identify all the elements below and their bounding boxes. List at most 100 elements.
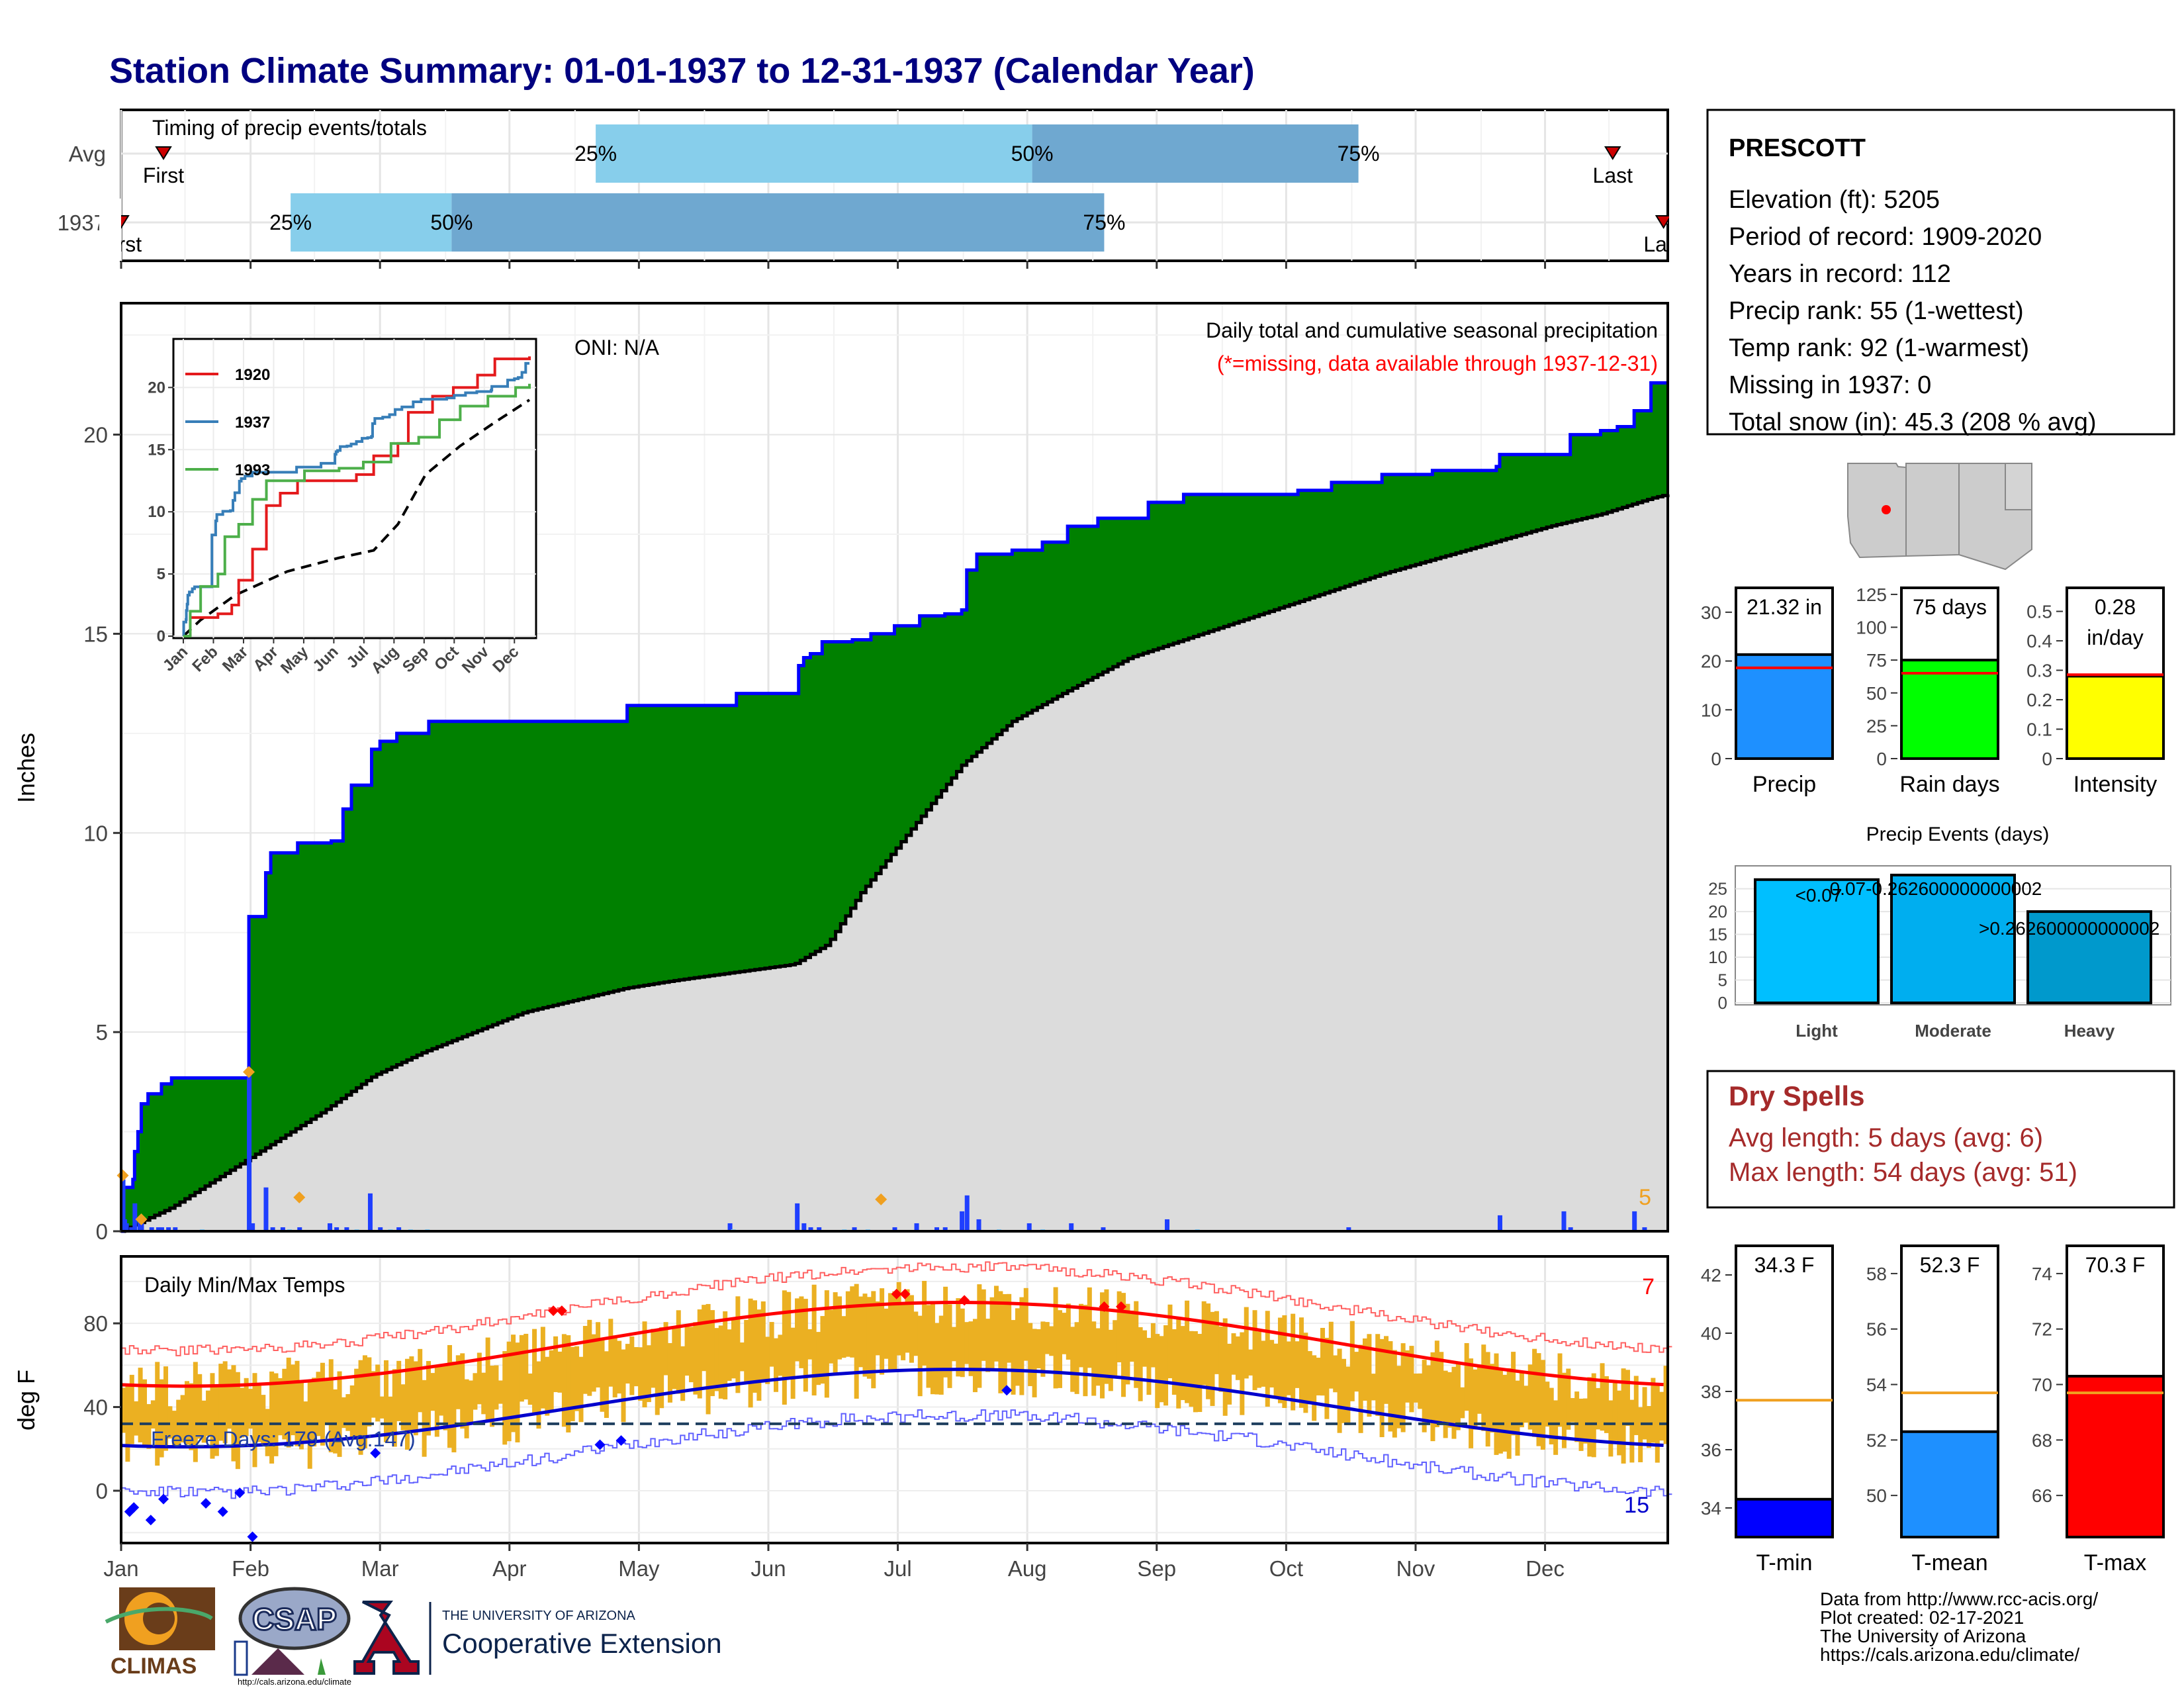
daily-temp-bar-121	[633, 1347, 639, 1387]
daily-temp-bar-352	[1612, 1383, 1617, 1441]
record-low-marker-4	[201, 1497, 212, 1509]
daily-temp-bar-32	[256, 1385, 261, 1442]
daily-temp-bar-331	[1524, 1385, 1529, 1423]
temp-summary-tick-label-2-1: 68	[2032, 1430, 2052, 1450]
timing-p50-label-avg: 50%	[1011, 142, 1054, 165]
summary-tick-label-0-3: 30	[1701, 602, 1721, 623]
temp-summary-tick-label-0-1: 36	[1701, 1440, 1721, 1460]
daily-temp-bar-270	[1265, 1311, 1270, 1407]
daily-temp-bar-3	[134, 1401, 139, 1436]
daily-temp-bar-309	[1430, 1352, 1435, 1442]
daily-temp-bar-328	[1511, 1352, 1516, 1436]
temp-summary-tick-label-1-0: 50	[1866, 1485, 1887, 1506]
month-label-5: Jun	[751, 1556, 786, 1581]
temp-summary-bar-2	[2066, 1374, 2165, 1539]
daily-temp-bar-163	[811, 1284, 817, 1396]
month-label-0: Jan	[103, 1556, 138, 1581]
month-label-1: Feb	[232, 1556, 269, 1581]
timing-row-label-avg: Avg	[69, 142, 106, 166]
daily-temp-bar-114	[604, 1351, 609, 1419]
daily-temp-bar-177	[871, 1291, 876, 1389]
daily-temp-bar-64	[392, 1369, 397, 1447]
daily-temp-bar-279	[1303, 1333, 1308, 1413]
daily-temp-bar-20	[206, 1390, 211, 1436]
temp-summary-tick-label-0-0: 34	[1701, 1498, 1721, 1519]
temp-summary-tick-label-0-4: 42	[1701, 1265, 1721, 1286]
daily-temp-bar-155	[778, 1335, 783, 1376]
daily-temp-bar-182	[892, 1291, 897, 1372]
daily-temp-bar-81	[464, 1379, 469, 1438]
daily-temp-bar-55	[354, 1368, 359, 1440]
daily-temp-bar-303	[1405, 1350, 1410, 1403]
daily-temp-bar-327	[1506, 1368, 1512, 1459]
daily-temp-bar-305	[1413, 1374, 1418, 1403]
daily-temp-bar-338	[1553, 1400, 1559, 1455]
daily-temp-bar-31	[252, 1373, 257, 1468]
daily-temp-bar-145	[735, 1296, 741, 1393]
daily-temp-bar-82	[469, 1380, 474, 1425]
daily-temp-bar-244	[1155, 1334, 1160, 1409]
daily-temp-bar-253	[1193, 1331, 1198, 1413]
daily-temp-bar-113	[600, 1338, 605, 1412]
station-info-line-0: Elevation (ft): 5205	[1729, 186, 1940, 214]
csap-logo: CSAP http://cals.arizona.edu/climate	[234, 1587, 351, 1687]
daily-precip-bar-53	[1346, 1227, 1351, 1231]
temp-ytick-label-2: 80	[83, 1311, 108, 1336]
daily-precip-bar-25	[378, 1227, 383, 1231]
summary-bar-2	[2066, 675, 2165, 761]
summary-name-0: Precip	[1752, 772, 1816, 797]
daily-temp-bar-257	[1210, 1311, 1215, 1406]
daily-temp-bar-127	[659, 1327, 664, 1409]
summary-name-1: Rain days	[1899, 772, 1999, 797]
temp-summary-tick-label-1-2: 54	[1866, 1375, 1887, 1395]
daily-temp-bar-313	[1447, 1372, 1453, 1428]
daily-temp-bar-296	[1375, 1334, 1381, 1416]
ua-big-text: Cooperative Extension	[442, 1628, 722, 1659]
daily-temp-bar-311	[1439, 1352, 1444, 1421]
precip-ytick-label-3: 15	[83, 622, 108, 646]
timing-bar-year-q2	[451, 193, 1105, 252]
temp-summary-tick-label-0-2: 38	[1701, 1382, 1721, 1402]
daily-temp-bar-289	[1345, 1366, 1351, 1426]
daily-precip-bar-44	[964, 1195, 970, 1231]
daily-temp-bar-237	[1125, 1303, 1130, 1385]
inset-legend-label-1: 1937	[235, 414, 270, 432]
daily-temp-bar-96	[527, 1373, 533, 1405]
dry-spells-max: Max length: 54 days (avg: 51)	[1729, 1158, 2077, 1187]
daily-temp-bar-274	[1282, 1315, 1287, 1408]
daily-temp-bar-254	[1197, 1334, 1203, 1413]
daily-temp-bar-65	[396, 1360, 402, 1421]
daily-precip-bar-16	[270, 1227, 275, 1231]
daily-temp-bar-333	[1532, 1348, 1537, 1437]
daily-temp-bar-213	[1023, 1288, 1028, 1361]
daily-temp-bar-307	[1422, 1360, 1427, 1432]
daily-temp-bar-300	[1392, 1350, 1397, 1438]
daily-temp-bar-227	[1083, 1305, 1088, 1397]
daily-temp-bar-242	[1146, 1338, 1152, 1395]
timing-p25-label-avg: 25%	[574, 142, 617, 165]
daily-temp-bar-2	[129, 1374, 134, 1444]
timing-right-mask	[1669, 199, 1689, 261]
climas-logo-text: CLIMAS	[111, 1654, 197, 1679]
daily-temp-bar-266	[1248, 1349, 1253, 1376]
daily-temp-bar-85	[481, 1372, 486, 1415]
month-label-6: Jul	[884, 1556, 911, 1581]
daily-temp-bar-334	[1536, 1353, 1541, 1446]
daily-temp-bar-288	[1341, 1358, 1346, 1423]
temp-ylabel: deg F	[13, 1370, 40, 1430]
daily-precip-bar-17	[280, 1227, 285, 1231]
daily-temp-bar-97	[532, 1329, 537, 1414]
daily-temp-bar-29	[244, 1378, 249, 1436]
inset-legend-label-2: 1993	[235, 461, 270, 479]
temp-summary-name-2: T-max	[2084, 1550, 2146, 1575]
daily-temp-bar-225	[1074, 1322, 1079, 1394]
daily-temp-bar-134	[688, 1327, 694, 1383]
timing-bar-avg-q1	[596, 124, 1032, 183]
daily-temp-bar-129	[667, 1342, 672, 1403]
daily-temp-bar-191	[930, 1303, 935, 1395]
daily-temp-bar-332	[1527, 1364, 1533, 1430]
daily-temp-bar-245	[1159, 1336, 1164, 1403]
temp-panel: 0 40 80 deg F Daily Min/Max Temps Freeze D…	[13, 1255, 1672, 1544]
daily-temp-bar-92	[511, 1335, 516, 1432]
record-high-marker-0	[548, 1305, 559, 1317]
